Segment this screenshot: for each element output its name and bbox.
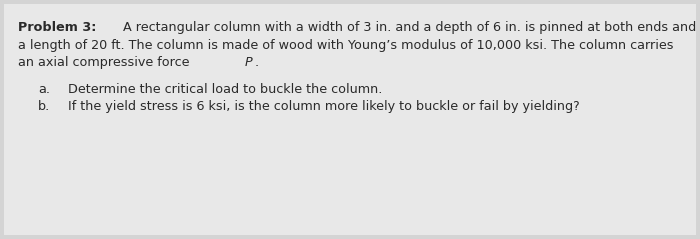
Text: a.: a.	[38, 83, 50, 96]
Text: an axial compressive force: an axial compressive force	[18, 56, 193, 69]
Text: P: P	[244, 56, 252, 69]
Text: Problem 3:: Problem 3:	[18, 21, 97, 34]
Text: b.: b.	[38, 100, 50, 113]
Text: A rectangular column with a width of 3 in. and a depth of 6 in. is pinned at bot: A rectangular column with a width of 3 i…	[119, 21, 700, 34]
Text: .: .	[255, 56, 258, 69]
Text: a length of 20 ft. The column is made of wood with Young’s modulus of 10,000 ksi: a length of 20 ft. The column is made of…	[18, 39, 673, 52]
Text: If the yield stress is 6 ksi, is the column more likely to buckle or fail by yie: If the yield stress is 6 ksi, is the col…	[68, 100, 580, 113]
Text: Determine the critical load to buckle the column.: Determine the critical load to buckle th…	[68, 83, 382, 96]
FancyBboxPatch shape	[4, 4, 696, 235]
